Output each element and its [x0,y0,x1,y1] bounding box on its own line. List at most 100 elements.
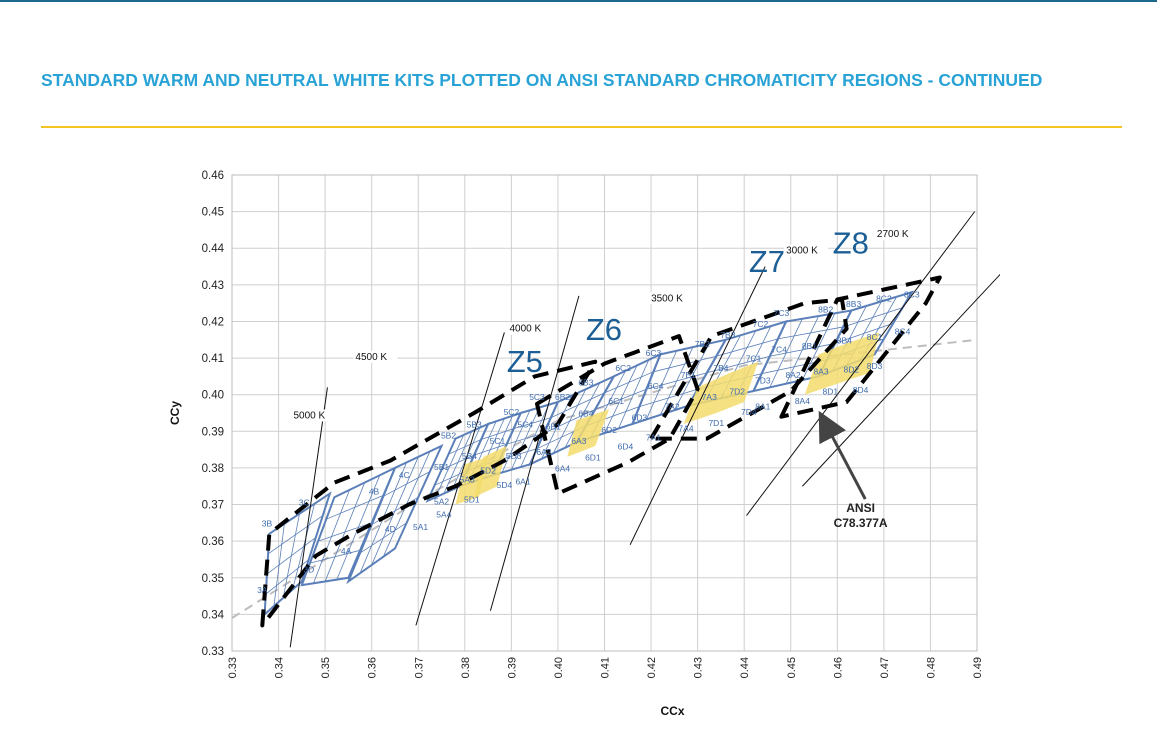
zone-outline [779,275,942,419]
ansi-subgrid-line [318,522,372,542]
y-tick-label: 0.40 [202,390,224,402]
x-tick-label: 0.47 [879,657,891,678]
x-tick-label: 0.48 [925,657,937,678]
x-tick-label: 0.38 [460,657,472,678]
bin-label: 6C4 [648,381,664,391]
bin-label: 8D2 [843,365,859,375]
ansi-subgrid-line [441,454,475,471]
ansi-subgrid-line [292,503,316,590]
highlighted-bin [455,456,489,505]
bin-label: 5C4 [518,420,534,430]
ansi-subgrid-line [618,359,650,429]
cct-label-bg [507,322,552,335]
bin-label: 8B3 [846,299,861,309]
x-tick-label: 0.42 [646,657,658,678]
annotation-text: ANSI [846,501,875,515]
bin-label: 6B1 [546,421,561,431]
bin-label: 6C3 [646,348,662,358]
y-tick-label: 0.34 [202,609,225,621]
bin-label: 8D1 [823,387,839,397]
bin-label: 3D [303,564,314,574]
bin-label: 6A4 [555,464,570,474]
x-tick-label: 0.36 [367,657,379,678]
zone-outline [260,359,598,628]
bin-label: 6C1 [608,396,624,406]
bin-label: 6B2 [555,392,570,402]
bin-label: 7D2 [729,387,745,397]
cct-label: 2700 K [877,229,909,240]
ansi-subgrid-line [595,388,647,410]
cct-line [289,387,328,648]
bin-label: 5D3 [506,451,522,461]
bin-label: 7C4 [771,345,787,355]
cct-label-bg [291,409,336,422]
top-rule [0,0,1157,2]
ansi-region-quad [300,465,397,587]
ansi-subgrid-line [383,471,431,497]
bin-label: 8C3 [904,290,920,300]
cct-label: 3500 K [651,293,683,304]
cct-label-bg [353,350,398,363]
bin-label: 8A3 [813,367,828,377]
bin-label: 3B [262,519,273,529]
bin-label: 7C2 [753,319,769,329]
zones: Z5 Z6 Z7 Z8 [260,226,942,628]
bin-label: 5C3 [529,392,545,402]
x-tick-label: 0.40 [553,657,565,678]
ansi-subgrid-line [564,382,601,448]
cct-line [802,273,1000,487]
ansi-subgrid-line [520,404,549,468]
x-tick-label: 0.35 [320,657,332,678]
bin-label: 7A1 [646,432,661,442]
bin-label: 8A2 [786,370,801,380]
bin-label: 5D1 [464,495,480,505]
bin-label: 7A4 [678,423,693,433]
x-tick-label: 0.41 [600,657,612,678]
ansi-subgrid-line [543,408,596,434]
bin-label: 5A1 [413,522,428,532]
y-tick-label: 0.44 [202,243,225,255]
ansi-subgrid-line [513,417,552,429]
x-tick-label: 0.46 [832,657,844,678]
bin-label: 7C3 [774,308,790,318]
ansi-subgrid-line [843,307,903,328]
y-tick-label: 0.41 [202,353,224,365]
y-tick-label: 0.38 [202,463,224,475]
bin-label: 5B1 [434,462,449,472]
bin-label: 3A [257,585,268,595]
bin-label: 8B4 [837,335,852,345]
bin-label: 5B2 [441,431,456,441]
ansi-subgrid-line [716,338,779,357]
cct-label: 4500 K [355,352,387,363]
highlighted-bin [837,332,880,384]
bin-label: 7A2 [664,401,679,411]
bin-label: 5A2 [434,497,449,507]
cct-label-bg [649,292,694,305]
bin-label: 8D4 [853,385,869,395]
y-tick-label: 0.36 [202,536,224,548]
bin-label: 6A1 [515,476,530,486]
bin-labels: 3A 3B 3C 3D 4A 4B 4C 4D 5A1 5A2 5A3 5A4 5B1 5B2 5B3 5B4… [257,290,920,595]
y-tick-label: 0.37 [202,500,224,512]
page-title: STANDARD WARM AND NEUTRAL WHITE KITS PLO… [41,70,1043,90]
bin-label: 5D4 [497,480,513,490]
annotation-text: C78.377A [834,516,888,530]
y-tick-label: 0.39 [202,426,224,438]
ansi-subgrid-line [777,326,844,340]
bin-label: 8B2 [818,304,833,314]
bin-label: 3C [299,497,310,507]
x-tick-label: 0.43 [693,657,705,678]
bin-label: 7D4 [741,407,757,417]
ansi-subgrid-line [706,355,770,374]
bin-label: 4A [341,546,352,556]
bin-label: 6C2 [615,363,631,373]
bin-label: 8C4 [895,326,911,336]
x-tick-label: 0.33 [227,657,239,678]
highlighted-bin [716,361,759,413]
bin-label: 7B1 [681,370,696,380]
axes: 0.33 0.34 0.35 0.36 0.37 0.38 0.39 0.40 0.41 0.42… [168,170,984,718]
cct-label: 4000 K [510,324,542,335]
bin-label: 8A4 [795,396,810,406]
x-axis-label: CCx [660,704,684,718]
